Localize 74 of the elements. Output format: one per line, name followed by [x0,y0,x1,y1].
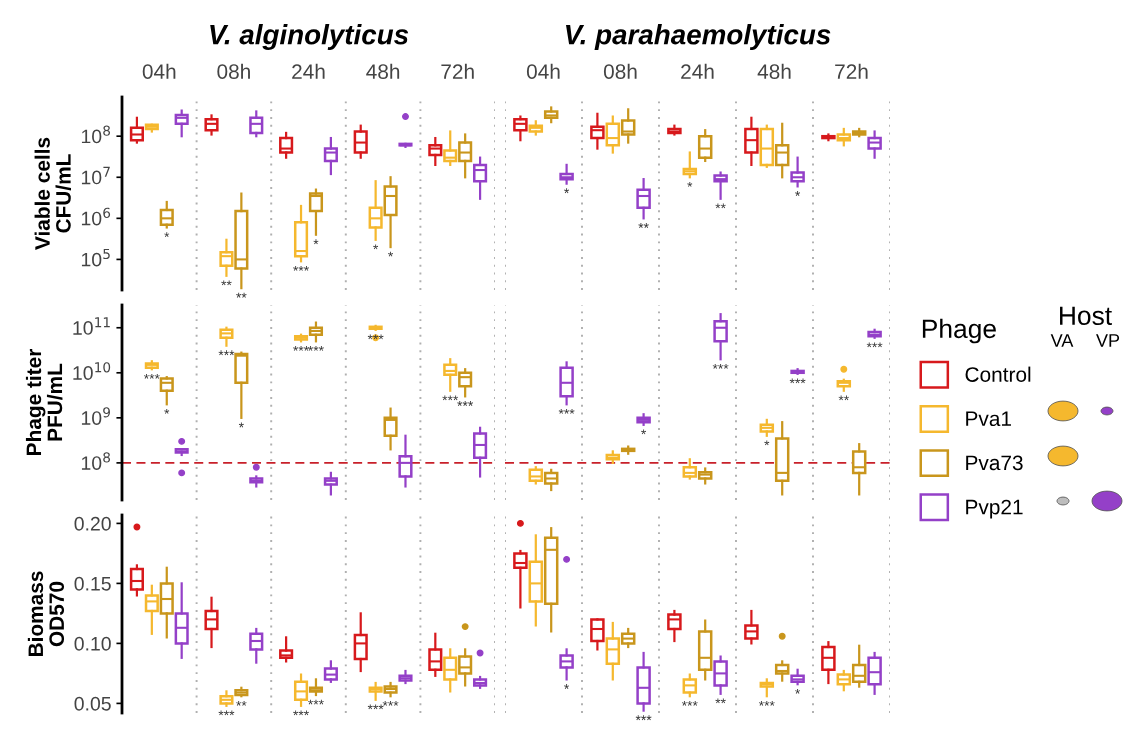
y-tick-label: 10$^{8}$ [81,125,111,144]
text: * [564,188,570,194]
text: ** [838,395,849,401]
text: Host [1060,306,1112,326]
y-tick-label: 10$^{11}$ [73,317,110,335]
text: *** [308,699,324,705]
y-tick-label: 10$^{10}$ [73,362,111,380]
chart-title: V. parahaemolyticus [566,24,831,50]
text: * [313,239,319,245]
legend-label: Pvp21 [966,499,1023,519]
text: *** [712,363,729,369]
text: *** [293,345,309,351]
text: *** [143,373,160,379]
text: *** [293,710,309,716]
text: * [238,422,244,428]
text: * [164,232,170,237]
text: ** [236,292,247,298]
y-axis-title: Biomass OD570 [27,571,65,657]
text: ** [715,203,726,209]
y-tick-label: 0.05 [74,696,111,711]
text: *** [218,350,235,356]
text: * [373,244,379,250]
text: ** [236,700,247,706]
text: ** [638,223,649,228]
y-tick-label: 10$^{8}$ [81,452,111,470]
text: *** [367,704,384,710]
text: *** [308,345,324,351]
text: * [164,408,170,414]
text: *** [442,395,459,401]
x-tick-label: 72h [441,63,474,79]
legend-title: Phage [922,318,996,344]
text: * [764,440,770,446]
text: *** [457,401,474,406]
text: ** [715,698,726,704]
legend-label: Pva73 [966,455,1023,471]
y-tick-label: 10$^{5}$ [81,248,110,267]
x-tick-label: 04h [142,63,176,79]
text: *** [558,408,575,414]
text: *** [866,342,883,348]
text: *** [635,715,652,721]
y-axis-title: Phage titer PFU/mL [25,348,63,455]
y-tick-label: 0.20 [74,516,111,531]
x-tick-label: 08h [603,63,637,79]
text: * [795,191,801,196]
x-tick-label: 48h [366,63,400,79]
y-tick-label: 10$^{9}$ [81,407,110,425]
chart-title: V. alginolyticus [210,24,409,50]
x-tick-label: 48h [757,63,791,79]
text: *** [218,710,235,716]
text: * [795,688,801,694]
text: * [388,251,394,257]
x-tick-label: 24h [292,63,325,79]
text: * [641,429,647,435]
x-tick-label: 08h [217,63,250,79]
y-tick-label: 10$^{7}$ [81,166,110,185]
text: *** [681,700,698,706]
y-tick-label: 0.10 [74,636,111,651]
text: ** [221,280,232,286]
text: *** [382,700,399,706]
text: VA [1050,334,1074,347]
y-axis-title: Viable cells CFU/mL [34,137,72,250]
x-tick-label: 04h [526,63,560,79]
text: * [564,684,570,689]
text: VP [1096,334,1120,347]
legend-label: Control [965,366,1031,382]
text: *** [789,378,806,384]
text: *** [293,265,309,271]
y-tick-label: 10$^{6}$ [81,207,111,226]
text: *** [758,700,775,706]
x-tick-label: 24h [681,63,714,79]
y-tick-label: 0.15 [74,576,111,591]
legend-label: Pva1 [966,411,1011,427]
text: * [687,181,693,187]
x-tick-label: 72h [835,63,868,79]
